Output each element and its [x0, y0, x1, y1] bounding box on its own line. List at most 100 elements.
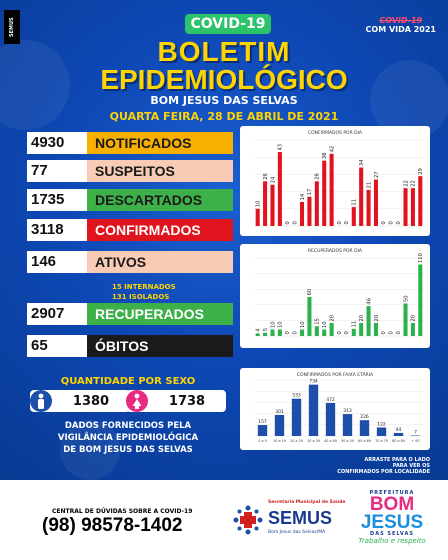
chart-data-label: 10: [300, 321, 306, 328]
chart-data-label: 5: [263, 328, 269, 331]
chart-age-group: CONFIRMADOS POR FAIXA ETÁRIA 157 0 a 9 301 1…: [240, 368, 430, 450]
chart-data-label: 20: [374, 315, 380, 322]
pref-slogan: Trabalho e respeito: [358, 537, 426, 545]
isolados-label: 131 ISOLADOS: [112, 293, 170, 301]
chart-data-label: 0: [389, 221, 395, 224]
chart-tick-label: + 90: [411, 439, 419, 443]
chart-data-label: 110: [418, 253, 424, 263]
chart-data-label: 0: [337, 331, 343, 334]
stat-row: 1735 DESCARTADOS: [27, 189, 233, 211]
chart-bar: [270, 184, 275, 226]
hotline-label: CENTRAL DE DÚVIDAS SOBRE A COVID-19: [52, 508, 193, 515]
chart-data-label: 46: [366, 298, 372, 305]
source-line: VIGILÂNCIA EPIDEMIOLÓGICA: [57, 433, 199, 443]
chart-confirmed-daily: CONFIRMADOS POR DIA 10 26 24 43 0 0 14 17 26 38 42 0…: [240, 126, 430, 236]
chart-age-group-svg: CONFIRMADOS POR FAIXA ETÁRIA 157 0 a 9 301 1…: [254, 371, 424, 443]
stat-label: SUSPEITOS: [87, 160, 233, 182]
chart-data-label: 26: [263, 173, 269, 180]
chart-bar: [351, 207, 356, 226]
hotline-number[interactable]: (98) 98578-1402: [42, 515, 183, 536]
chart-data-label: 34: [359, 159, 365, 166]
chart-bar: [329, 323, 334, 336]
stat-value: 4930: [27, 132, 87, 154]
stat-value: 77: [27, 160, 87, 182]
stat-row: 2907 RECUPERADOS: [27, 303, 233, 325]
chart-tick-label: 40 a 49: [324, 439, 337, 443]
chart-bar: [263, 181, 268, 226]
stat-label: CONFIRMADOS: [87, 219, 233, 241]
chart-data-label: 122: [377, 421, 386, 427]
chart-data-label: 10: [322, 321, 328, 328]
chart-data-label: 0: [285, 221, 291, 224]
chart-bar: [300, 201, 305, 226]
chart-bar: [373, 323, 378, 336]
chart-data-label: 44: [396, 427, 402, 433]
chart-data-label: 0: [292, 221, 298, 224]
pref-top-text: PREFEITURA: [369, 490, 415, 496]
chart-data-label: 20: [329, 315, 335, 322]
chart-recovered-daily: RECUPERADOS POR DIA 4 5 10 10 0 0 10 60 15 10 20 0 0 1…: [240, 244, 430, 348]
page-title-line1: BOLETIM: [157, 36, 291, 67]
pref-jesus-text: JESUS: [360, 512, 424, 533]
report-date: QUARTA FEIRA, 28 DE ABRIL DE 2021: [109, 110, 339, 123]
chart-bar: [410, 188, 415, 226]
chart-data-label: 26: [315, 173, 321, 180]
chart-bar: [322, 329, 327, 336]
chart-data-label: 11: [352, 199, 358, 206]
pref-das-text: DAS SELVAS: [370, 531, 414, 537]
source-line: DE BOM JESUS DAS SELVAS: [63, 445, 193, 455]
stat-value: 1735: [27, 189, 87, 211]
chart-tick-label: 0 a 9: [258, 439, 267, 443]
stat-label: NOTIFICADOS: [87, 132, 233, 154]
chart-bar: [359, 167, 364, 226]
semus-emblem-icon: [233, 505, 263, 535]
swipe-hint-line: PARA VER OS: [392, 463, 430, 469]
chart-bar: [270, 329, 275, 336]
chart-bar: [322, 160, 327, 226]
semus-logo: Secretaria Municipal de Saúde SEMUS Bom …: [232, 500, 345, 550]
chart-data-label: 17: [307, 189, 313, 196]
chart-data-label: 0: [337, 221, 343, 224]
stat-label: ATIVOS: [87, 251, 233, 273]
chart-data-label: 0: [292, 331, 298, 334]
chart-data-label: 21: [366, 182, 372, 189]
chart-bar: [366, 306, 371, 336]
chart-bar: [274, 414, 285, 436]
chart-data-label: 0: [344, 221, 350, 224]
chart-data-label: 29: [418, 168, 424, 175]
internados-label: 15 INTERNADOS: [112, 283, 176, 291]
chart-bar: [277, 152, 282, 226]
chart-bar: [307, 297, 312, 336]
chart-data-label: 20: [359, 315, 365, 322]
chart-bar: [418, 264, 423, 336]
chart-data-label: 472: [326, 397, 335, 403]
chart-tick-label: 20 a 29: [290, 439, 303, 443]
chart-tick-label: 70 a 79: [375, 439, 388, 443]
chart-bar: [403, 303, 408, 336]
chart-data-label: 22: [411, 180, 417, 187]
chart-tick-label: 60 a 69: [358, 439, 371, 443]
chart-data-label: 0: [389, 331, 395, 334]
chart-data-label: 7: [414, 430, 417, 436]
chart-bar: [314, 326, 319, 336]
chart-data-label: 0: [381, 331, 387, 334]
chart-bar: [329, 153, 334, 226]
chart-bar: [342, 414, 353, 436]
chart-data-label: 533: [292, 393, 301, 399]
semus-subtitle: Bom Jesus das Selvas/MA: [268, 530, 326, 535]
virus-decoration: [0, 40, 70, 130]
chart-data-label: 27: [374, 171, 380, 178]
covid-badge: COVID-19: [185, 14, 271, 34]
page-title-line2: EPIDEMIOLÓGICO: [100, 64, 348, 95]
male-icon: [30, 390, 52, 412]
female-icon: [126, 390, 148, 412]
chart-tick-label: 50 a 59: [341, 439, 354, 443]
chart-data-label: 10: [255, 201, 261, 208]
chart-data-label: 60: [307, 289, 313, 296]
chart-bar: [373, 179, 378, 226]
stat-value: 2907: [27, 303, 87, 325]
chart-bar: [359, 323, 364, 336]
chart-bar: [418, 176, 423, 226]
